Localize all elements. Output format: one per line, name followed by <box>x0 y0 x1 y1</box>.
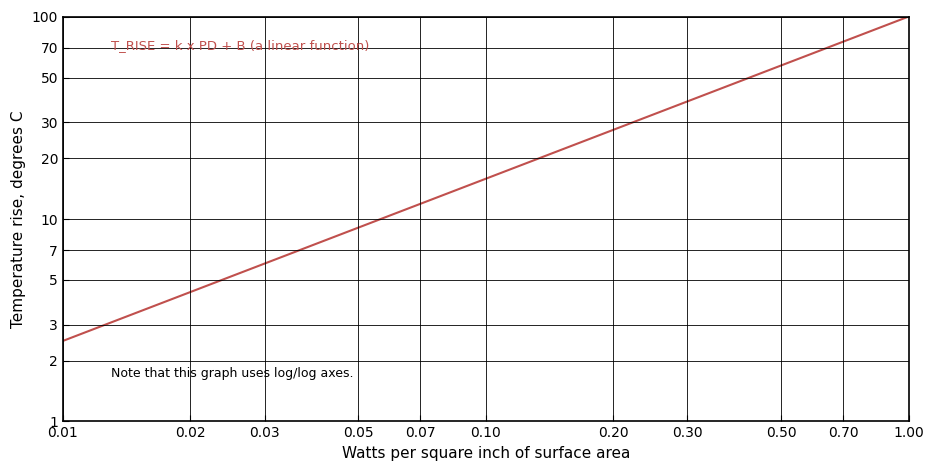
Text: T_RISE = k x PD + B (a linear function): T_RISE = k x PD + B (a linear function) <box>111 39 369 52</box>
X-axis label: Watts per square inch of surface area: Watts per square inch of surface area <box>341 446 630 461</box>
Y-axis label: Temperature rise, degrees C: Temperature rise, degrees C <box>11 110 26 328</box>
Text: Note that this graph uses log/log axes.: Note that this graph uses log/log axes. <box>111 367 353 380</box>
